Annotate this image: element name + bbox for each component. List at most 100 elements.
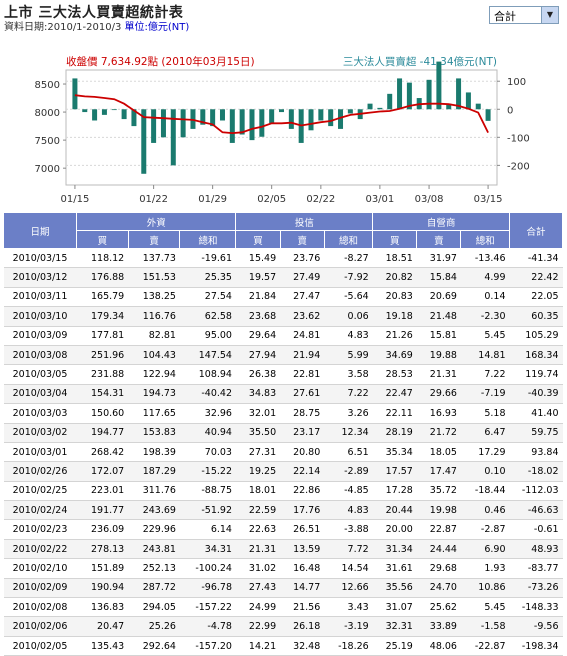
row-value: 48.93: [509, 539, 563, 560]
header-foreign: 外資: [75, 212, 237, 231]
row-value: 22.47: [372, 384, 417, 405]
row-value: 194.77: [76, 423, 129, 443]
table-row: 2010/02/10 151.89 252.13 -100.24 31.02 16.48 1…: [3, 558, 563, 579]
table-row: 2010/03/11 165.79 138.25 27.54 21.84 27.47 -5.…: [3, 287, 563, 308]
row-value: -7.19: [460, 384, 510, 405]
row-value: 7.22: [324, 384, 373, 405]
row-value: 21.56: [280, 597, 325, 618]
row-value: 34.69: [372, 345, 417, 366]
row-value: 3.26: [324, 403, 373, 424]
row-value: 243.81: [128, 539, 180, 560]
row-value: 137.73: [128, 248, 180, 269]
y-left-tick-label: 8500: [35, 80, 60, 91]
legend-close-price: 收盤價 7,634.92點 (2010年03月15日): [66, 55, 255, 68]
row-value: 0.14: [460, 287, 510, 308]
header-dealer: 自營商: [372, 212, 510, 231]
table-row: 2010/03/04 154.31 194.73 -40.42 34.83 27.61 7.…: [3, 384, 563, 405]
row-date: 2010/02/26: [3, 461, 77, 482]
net-bar: [397, 78, 403, 110]
close-price-line: [74, 94, 489, 135]
net-bar: [170, 109, 176, 166]
row-value: 35.50: [235, 423, 281, 443]
row-value: 27.61: [280, 384, 325, 405]
row-value: 177.81: [76, 326, 129, 346]
row-value: 19.25: [235, 461, 281, 482]
row-value: 19.88: [416, 345, 461, 366]
row-value: 23.68: [235, 306, 281, 327]
row-value: 29.68: [416, 558, 461, 579]
row-value: 33.89: [416, 616, 461, 637]
row-value: -3.88: [324, 519, 373, 540]
row-date: 2010/02/06: [3, 616, 77, 637]
table-row: 2010/02/23 236.09 229.96 6.14 22.63 26.51 -3.8…: [3, 519, 563, 540]
x-tick-label: 02/22: [306, 194, 335, 205]
row-value: 35.34: [372, 442, 417, 463]
row-value: 21.31: [235, 539, 281, 560]
row-value: 27.94: [235, 345, 281, 366]
row-value: 14.21: [235, 636, 281, 656]
row-date: 2010/03/15: [3, 248, 77, 269]
net-bar: [288, 109, 294, 129]
row-value: 20.83: [372, 287, 417, 308]
row-value: 311.76: [128, 481, 180, 502]
page-header: 上市 三大法人買賣超統計表 資料日期:2010/1-2010/3 單位:億元(N…: [0, 0, 567, 40]
row-value: 26.18: [280, 616, 325, 637]
row-value: 0.06: [324, 306, 373, 327]
unit-label: 單位:億元(NT): [124, 22, 190, 33]
row-value: 6.51: [324, 442, 373, 463]
row-date: 2010/03/11: [3, 287, 77, 308]
net-bar: [456, 78, 462, 110]
row-value: 19.18: [372, 306, 417, 327]
row-value: 35.56: [372, 578, 417, 599]
net-bar: [377, 107, 383, 110]
row-value: 23.62: [280, 306, 325, 327]
subheader-dealer-sell: 賣: [416, 230, 462, 249]
summary-select[interactable]: 合計 ▼: [489, 6, 559, 24]
row-value: 34.31: [179, 539, 236, 560]
plot-frame: [65, 69, 498, 186]
institutional-chart: 收盤價 7,634.92點 (2010年03月15日) 三大法人買賣超 -41.3…: [0, 45, 567, 210]
row-value: -73.26: [509, 578, 563, 599]
row-value: -2.87: [460, 519, 510, 540]
row-value: 21.48: [416, 306, 461, 327]
row-value: 60.35: [509, 306, 563, 327]
row-value: 5.45: [460, 326, 510, 346]
row-value: -15.22: [179, 461, 236, 482]
subheader-trust-buy: 買: [235, 230, 281, 249]
row-value: 6.90: [460, 539, 510, 560]
subheader-dealer-net: 總和: [460, 230, 510, 249]
row-value: 4.83: [324, 326, 373, 346]
row-value: 19.57: [235, 267, 281, 288]
row-value: 22.63: [235, 519, 281, 540]
net-bar: [72, 78, 78, 110]
net-bar: [436, 61, 442, 110]
row-value: 20.69: [416, 287, 461, 308]
row-value: 93.84: [509, 442, 563, 463]
row-value: -22.87: [460, 636, 510, 656]
subheader-foreign-sell: 賣: [127, 230, 181, 249]
net-bar: [328, 109, 334, 127]
row-value: -8.27: [324, 248, 373, 269]
x-tick-label: 01/22: [139, 194, 168, 205]
row-value: 151.89: [76, 558, 129, 579]
y-left-tick-label: 8000: [35, 108, 60, 119]
row-value: 278.13: [76, 539, 129, 560]
row-value: 62.58: [179, 306, 236, 327]
table-body: 2010/03/15 118.12 137.73 -19.61 15.49 23.76 -8…: [3, 248, 563, 656]
subheader-dealer-buy: 買: [372, 230, 418, 249]
row-value: 32.48: [280, 636, 325, 656]
row-value: 7.22: [460, 364, 510, 385]
row-value: 1.93: [460, 558, 510, 579]
row-value: 27.49: [280, 267, 325, 288]
row-date: 2010/02/25: [3, 481, 77, 502]
chevron-down-icon[interactable]: ▼: [541, 7, 558, 23]
row-value: 122.94: [128, 364, 180, 385]
row-value: 22.14: [280, 461, 325, 482]
row-value: 16.48: [280, 558, 325, 579]
row-date: 2010/03/09: [3, 326, 77, 346]
row-value: 22.86: [280, 481, 325, 502]
row-value: 229.96: [128, 519, 180, 540]
row-value: -40.42: [179, 384, 236, 405]
table-row: 2010/03/12 176.88 151.53 25.35 19.57 27.49 -7.…: [3, 267, 563, 288]
net-bar: [426, 79, 432, 110]
